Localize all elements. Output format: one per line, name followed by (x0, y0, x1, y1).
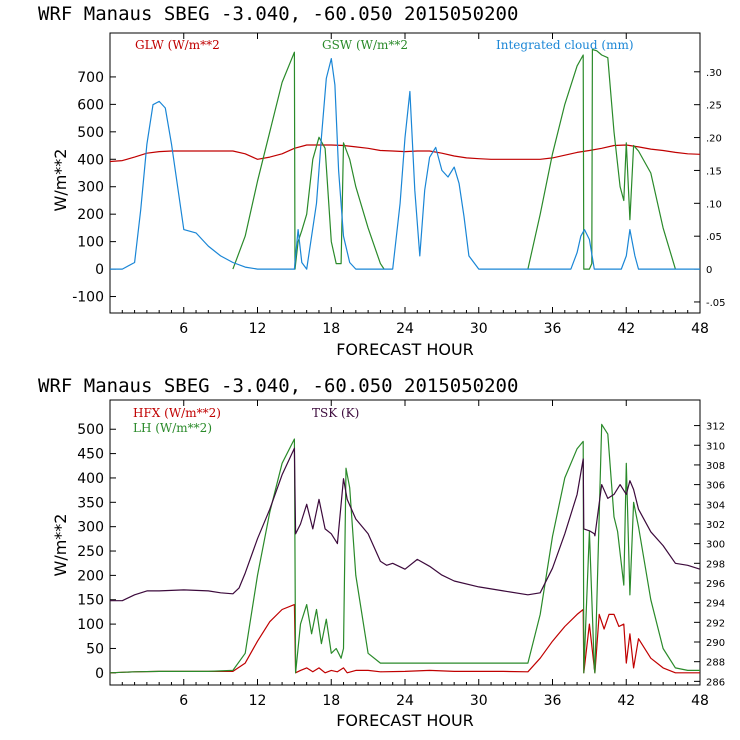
x-tick-label-top: 18 (322, 321, 340, 337)
x-tick-label-bottom: 24 (396, 693, 414, 709)
right-tick-label-top: .25 (706, 101, 722, 112)
right-tick-label-bottom: 296 (706, 579, 725, 590)
y-axis-label-bottom: W/m**2 (51, 514, 70, 577)
legend-bottom: HFX (W/m**2) LH (W/m**2) TSK (K) (133, 406, 359, 435)
series-line-tsk-k (110, 447, 701, 602)
y-tick-label-bottom: 400 (77, 471, 104, 487)
ticks-bottom: 6 12 18 24 30 36 42 48 0 50 100 150 200 250 300 350 400 4… (77, 400, 725, 709)
legend-tsk: TSK (K) (312, 406, 359, 420)
y-tick-label-top: 100 (77, 235, 104, 251)
y-tick-label-bottom: 500 (77, 422, 104, 438)
right-tick-label-bottom: 312 (706, 422, 725, 433)
y-tick-label-top: 0 (95, 262, 104, 278)
right-tick-label-top: -.05 (706, 298, 726, 309)
right-tick-label-bottom: 290 (706, 638, 725, 649)
series-line-gsw-w-m-2 (232, 51, 385, 270)
panel-top: WRF Manaus SBEG -3.040, -60.050 20150502… (38, 3, 726, 359)
right-tick-label-bottom: 302 (706, 520, 725, 531)
y-tick-label-top: 300 (77, 180, 104, 196)
x-tick-label-bottom: 30 (470, 693, 488, 709)
x-tick-label-top: 36 (544, 321, 562, 337)
right-tick-label-bottom: 288 (706, 658, 725, 669)
series-line-hfx-w-m-2 (109, 603, 700, 674)
x-axis-label-bottom: FORECAST HOUR (336, 711, 474, 730)
right-tick-label-bottom: 310 (706, 441, 725, 452)
legend-gsw: GSW (W/m**2 (322, 38, 408, 52)
x-tick-label-bottom: 42 (617, 693, 635, 709)
x-tick-label-top: 6 (179, 321, 188, 337)
plot-frame-bottom (109, 399, 701, 686)
y-tick-label-bottom: 250 (77, 544, 104, 560)
right-tick-label-top: 0 (706, 265, 712, 276)
right-tick-label-bottom: 308 (706, 461, 725, 472)
panel-bottom: WRF Manaus SBEG -3.040, -60.050 20150502… (38, 375, 725, 730)
y-tick-label-top: 600 (77, 97, 104, 113)
right-tick-label-bottom: 294 (706, 599, 725, 610)
right-tick-label-top: .30 (706, 68, 722, 79)
x-tick-label-top: 48 (691, 321, 709, 337)
right-tick-label-bottom: 300 (706, 540, 725, 551)
y-tick-label-bottom: 50 (86, 641, 104, 657)
right-tick-label-bottom: 304 (706, 500, 725, 511)
right-tick-label-bottom: 292 (706, 618, 725, 629)
right-tick-label-bottom: 306 (706, 481, 725, 492)
right-tick-label-top: .05 (706, 232, 722, 243)
series-line-integrated-cloud-mm (110, 57, 700, 270)
y-axis-label-top: W/m**2 (51, 149, 70, 212)
y-tick-label-bottom: 300 (77, 520, 104, 536)
x-tick-label-bottom: 18 (322, 693, 340, 709)
y-tick-label-bottom: 100 (77, 617, 104, 633)
x-tick-label-bottom: 6 (179, 693, 188, 709)
legend-glw: GLW (W/m**2 (135, 38, 220, 52)
legend-hfx: HFX (W/m**2) (133, 406, 221, 420)
y-tick-label-bottom: 200 (77, 568, 104, 584)
series-line-glw-w-m-2 (109, 144, 701, 163)
right-tick-label-bottom: 286 (706, 677, 725, 688)
legend-top: GLW (W/m**2 GSW (W/m**2 Integrated cloud… (135, 38, 634, 52)
y-tick-label-top: 400 (77, 152, 104, 168)
x-tick-label-bottom: 48 (691, 693, 709, 709)
series-line-gsw-w-m-2-day-2 (527, 48, 676, 270)
series-bottom (109, 423, 701, 674)
right-tick-label-bottom: 298 (706, 559, 725, 570)
legend-lh: LH (W/m**2) (133, 421, 212, 435)
x-tick-label-bottom: 36 (544, 693, 562, 709)
y-tick-label-top: 700 (77, 70, 104, 86)
ticks-top: 6 12 18 24 30 36 42 48 -100 0 100 200 300 400 500 600 70… (72, 33, 726, 337)
y-tick-label-bottom: 150 (77, 593, 104, 609)
y-tick-label-bottom: 0 (95, 666, 104, 682)
y-tick-label-bottom: 450 (77, 447, 104, 463)
plot-frame-top (109, 32, 701, 314)
right-tick-label-top: .15 (706, 166, 722, 177)
legend-cloud: Integrated cloud (mm) (496, 38, 634, 52)
y-tick-label-top: 500 (77, 125, 104, 141)
x-tick-label-bottom: 12 (249, 693, 267, 709)
series-top (109, 48, 701, 270)
chart-title-top: WRF Manaus SBEG -3.040, -60.050 20150502… (38, 3, 518, 25)
chart-title-bottom: WRF Manaus SBEG -3.040, -60.050 20150502… (38, 375, 518, 397)
y-tick-label-top: -100 (72, 290, 104, 306)
right-tick-label-top: .20 (706, 134, 722, 145)
x-tick-label-top: 24 (396, 321, 414, 337)
y-tick-label-top: 200 (77, 207, 104, 223)
x-tick-label-top: 12 (249, 321, 267, 337)
x-axis-label-top: FORECAST HOUR (336, 340, 474, 359)
x-tick-label-top: 42 (617, 321, 635, 337)
x-tick-label-top: 30 (470, 321, 488, 337)
series-line-lh-w-m-2 (109, 423, 700, 674)
y-tick-label-bottom: 350 (77, 495, 104, 511)
right-tick-label-top: .10 (706, 199, 722, 210)
